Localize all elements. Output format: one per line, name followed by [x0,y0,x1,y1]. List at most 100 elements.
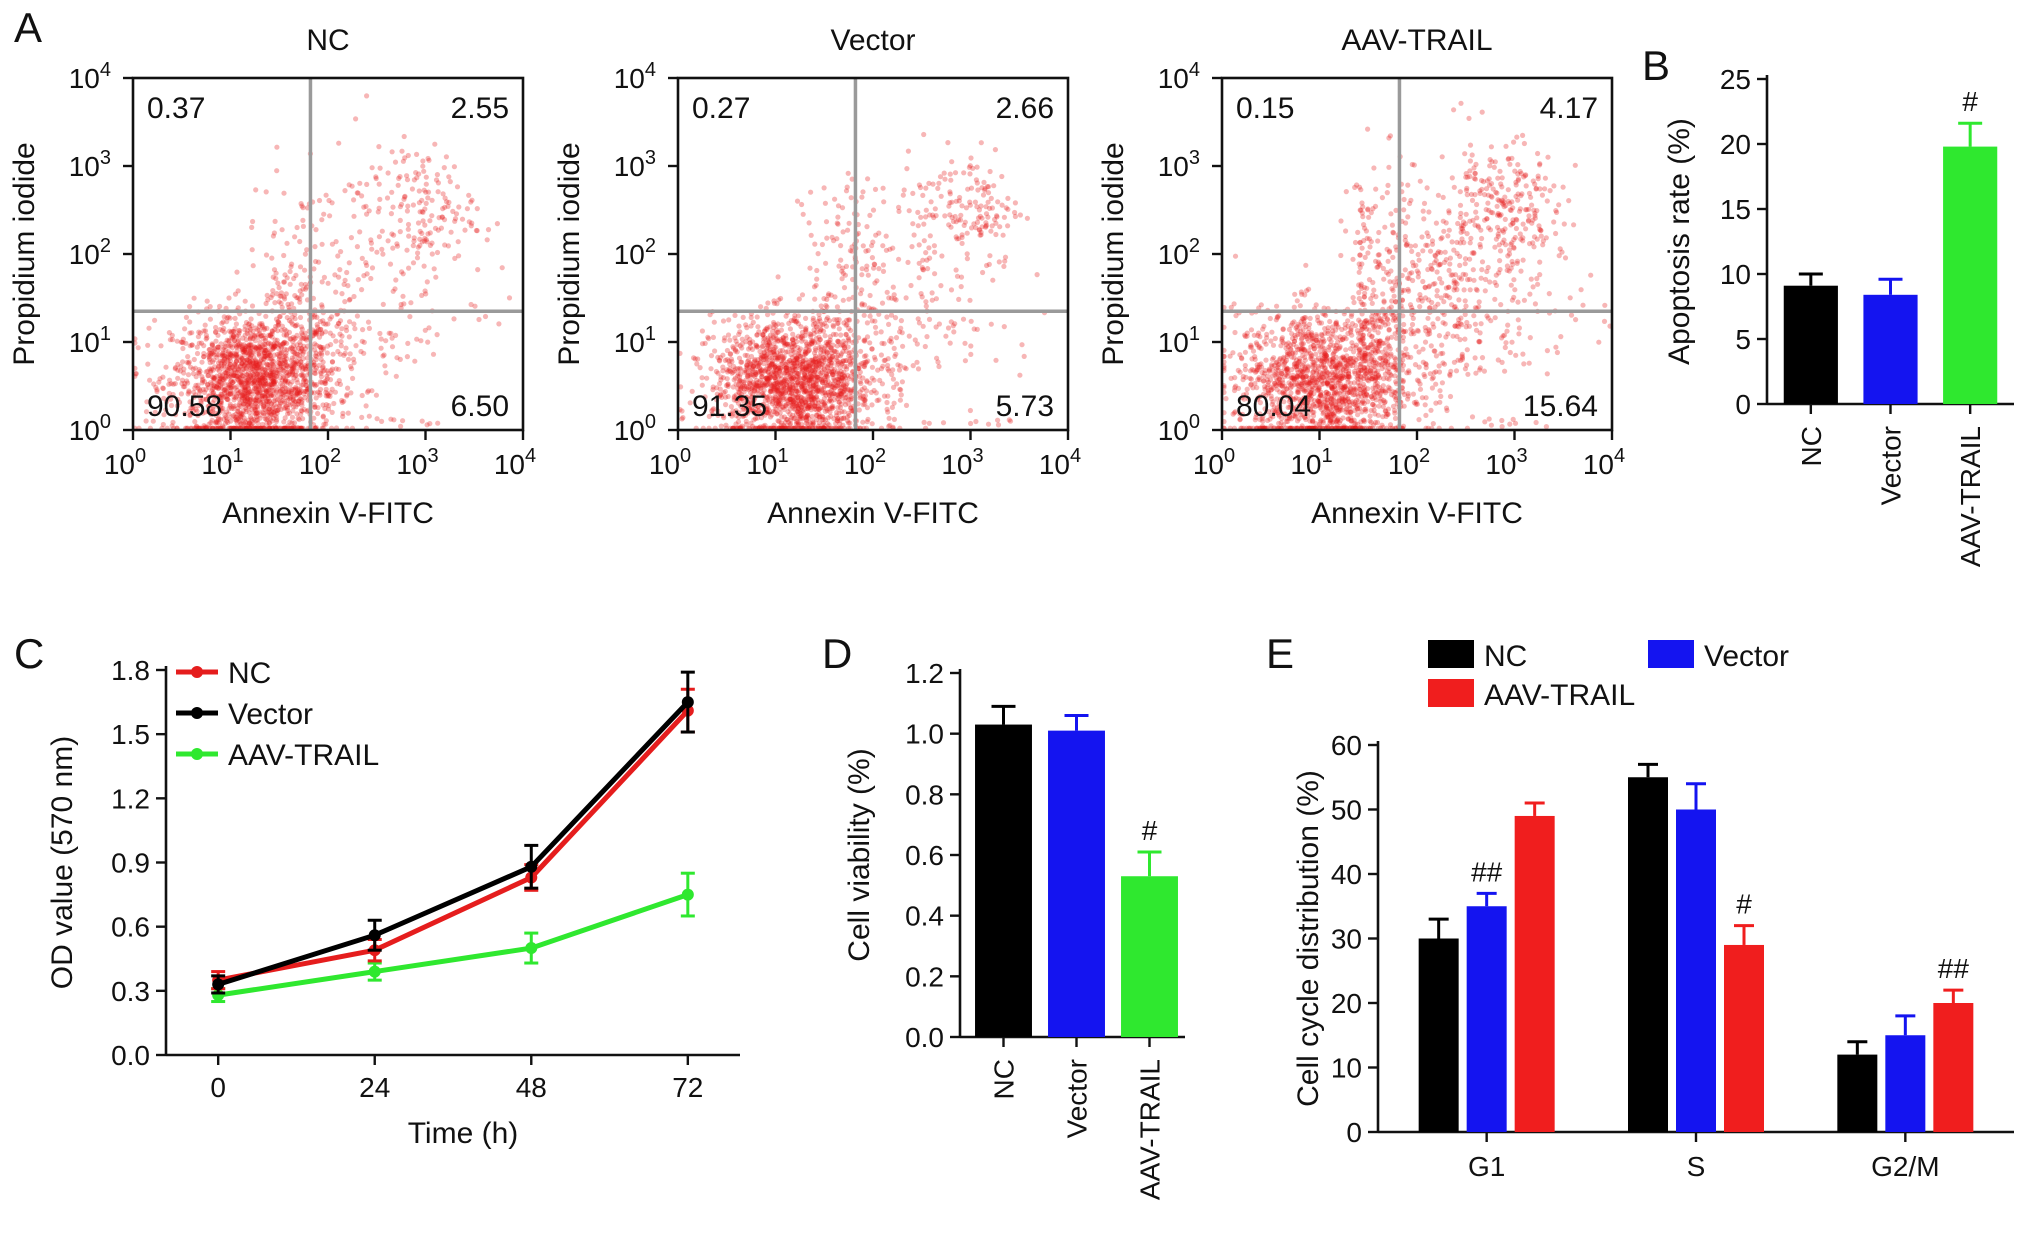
event-dot [342,299,348,305]
event-dot [248,352,254,358]
event-dot [860,419,866,425]
event-dot [285,407,291,413]
y-tick-label-base: 10 [69,63,100,94]
event-dot [251,379,257,385]
event-dot [824,316,830,322]
event-dot [774,329,780,335]
event-dot [257,321,263,327]
event-dot [1447,393,1454,400]
event-dot [158,343,164,349]
event-dot [376,144,382,150]
event-dot [896,256,902,262]
event-dot [294,351,300,357]
event-dot [285,301,291,307]
event-dot [282,327,288,333]
event-dot [831,317,837,323]
event-dot [228,391,234,397]
event-dot [805,404,811,410]
event-dot [968,343,974,349]
event-dot [834,362,840,368]
event-dot [299,400,305,406]
event-dot [213,329,219,335]
event-dot [238,343,244,349]
event-dot [808,334,814,340]
event-dot [418,338,424,344]
event-dot [351,293,357,300]
event-dot [252,368,258,374]
event-dot [286,387,292,393]
event-dot [289,357,295,364]
event-dot [245,379,251,385]
event-dot [300,373,306,379]
event-dot [255,413,261,419]
event-dot [245,417,252,423]
event-dot [812,368,818,374]
event-dot [846,353,852,359]
event-dot [200,386,206,393]
event-dot [257,344,263,350]
event-dot [337,381,343,387]
event-dot [933,296,940,302]
event-dot [751,363,757,369]
event-dot [451,164,457,170]
event-dot [1327,318,1333,325]
event-dot [888,339,895,345]
event-dot [869,375,875,381]
event-dot [476,316,482,323]
event-dot [374,416,380,422]
event-dot [229,328,235,335]
event-dot [781,396,787,402]
event-dot [355,277,361,283]
event-dot [257,415,263,421]
event-dot [389,189,395,195]
y-tick-label: 104 [69,59,111,94]
event-dot [290,343,296,349]
event-dot [216,410,222,416]
event-dot [228,365,234,371]
event-dot [227,358,234,364]
event-dot [241,420,247,426]
event-dot [267,349,273,355]
event-dot [269,379,275,385]
event-dot [775,418,781,424]
event-dot [313,395,319,401]
event-dot [861,353,868,359]
event-dot [260,324,266,330]
event-dot [977,213,983,219]
event-dot [215,403,221,410]
event-dot [291,360,297,367]
event-dot [836,370,842,376]
event-dot [410,260,417,266]
event-dot [859,272,865,278]
event-dot [248,316,254,322]
flow-cytometry-plots: 100100101101102102103103104104NCAnnexin … [8,24,1625,530]
event-dot [949,159,955,165]
event-dot [375,209,381,215]
event-dot [312,329,318,335]
event-dot [896,367,903,373]
event-dot [221,353,228,359]
event-dot [253,345,259,351]
event-dot [317,379,324,385]
event-dot [190,371,197,377]
event-dot [876,266,882,272]
event-dot [794,198,801,204]
event-dot [778,372,784,378]
event-dot [224,367,230,373]
event-dot [814,276,820,282]
event-dot [794,403,800,409]
event-dot [440,191,446,197]
event-dot [234,353,240,359]
event-dot [170,391,176,398]
event-dot [921,238,927,244]
event-dot [313,258,319,265]
event-dot [779,360,786,366]
event-dot [829,370,835,376]
event-dot [840,358,846,364]
event-dot [312,370,318,376]
event-dot [916,182,923,188]
y-tick-label-exp: 2 [645,235,656,257]
event-dot [736,323,742,329]
event-dot [192,419,198,425]
event-dot [222,376,228,382]
